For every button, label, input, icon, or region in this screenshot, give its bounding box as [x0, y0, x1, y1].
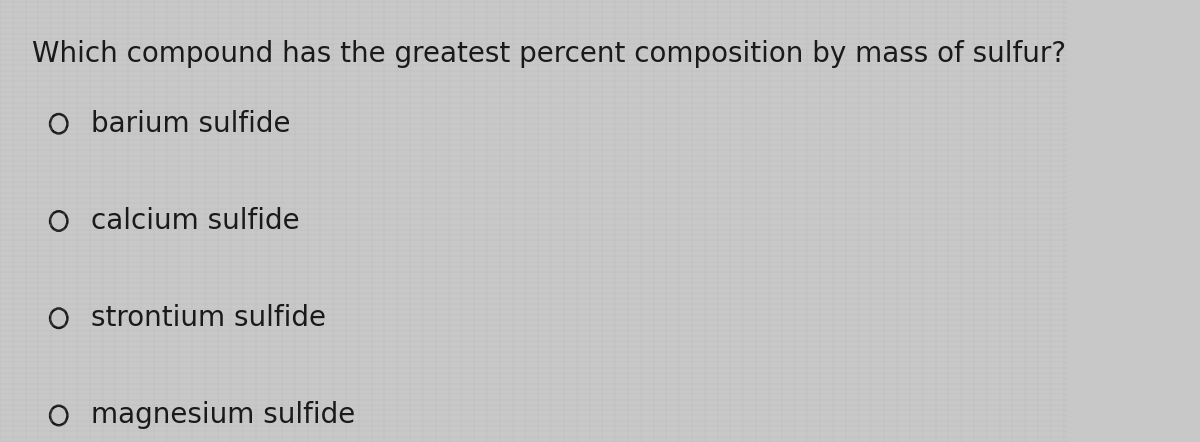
Text: strontium sulfide: strontium sulfide — [91, 304, 325, 332]
Text: magnesium sulfide: magnesium sulfide — [91, 401, 355, 430]
Text: Which compound has the greatest percent composition by mass of sulfur?: Which compound has the greatest percent … — [32, 40, 1066, 68]
Text: barium sulfide: barium sulfide — [91, 110, 290, 138]
Text: calcium sulfide: calcium sulfide — [91, 207, 300, 235]
